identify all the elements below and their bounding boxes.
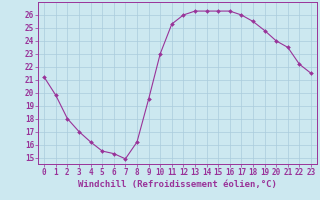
X-axis label: Windchill (Refroidissement éolien,°C): Windchill (Refroidissement éolien,°C) [78, 180, 277, 189]
